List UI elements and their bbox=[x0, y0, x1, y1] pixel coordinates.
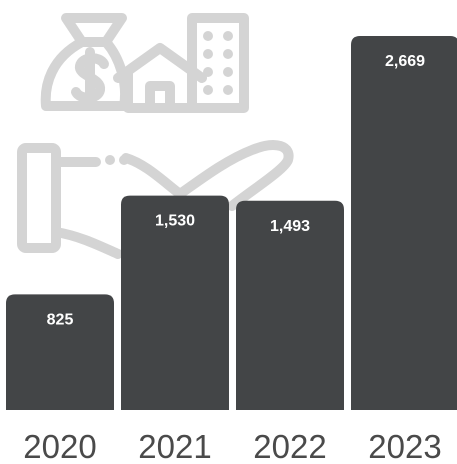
value-label-2022: 1,493 bbox=[270, 218, 310, 235]
category-label-2022: 2022 bbox=[253, 428, 326, 464]
bar-2022 bbox=[236, 200, 344, 410]
category-label-2021: 2021 bbox=[138, 428, 211, 464]
hand-icon bbox=[17, 140, 294, 259]
value-label-2020: 825 bbox=[47, 311, 74, 328]
money-bag-icon bbox=[40, 13, 130, 111]
building-icon bbox=[187, 13, 249, 113]
category-label-2020: 2020 bbox=[23, 428, 96, 464]
bar-series bbox=[6, 36, 457, 410]
bar-2023 bbox=[351, 36, 457, 410]
value-labels: 825 1,530 1,493 2,669 bbox=[47, 53, 425, 328]
category-label-2023: 2023 bbox=[368, 428, 441, 464]
bar-2021 bbox=[121, 195, 229, 410]
bar-2020 bbox=[6, 294, 114, 410]
x-axis-tick-labels: 2020 2021 2022 2023 bbox=[23, 428, 441, 464]
background-illustration bbox=[17, 13, 294, 259]
value-label-2021: 1,530 bbox=[155, 213, 195, 230]
value-label-2023: 2,669 bbox=[385, 53, 425, 70]
